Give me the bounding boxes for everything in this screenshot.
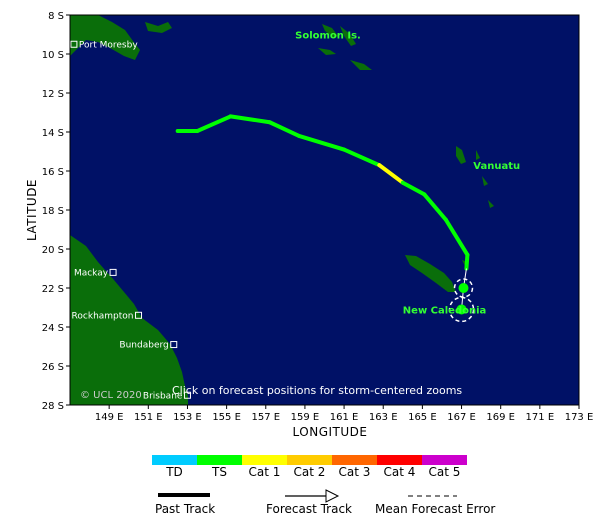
map-note: Click on forecast positions for storm-ce… bbox=[172, 384, 462, 397]
past-track-segment bbox=[443, 217, 470, 257]
x-tick-label: 155 E bbox=[212, 412, 241, 423]
legend-category-label: Cat 2 bbox=[293, 465, 326, 479]
past-track-label: Past Track bbox=[155, 502, 216, 516]
legend-swatch bbox=[422, 455, 467, 465]
city-label: Mackay bbox=[74, 268, 109, 278]
legend-category-label: TS bbox=[212, 465, 227, 479]
axis-ticks: 149 E 151 E 153 E 155 E 157 E 159 E 161 E 163 E… bbox=[42, 11, 594, 423]
land-solomon-1 bbox=[322, 24, 338, 38]
x-tick-label: 151 E bbox=[134, 412, 163, 423]
legend-swatch bbox=[332, 455, 377, 465]
legend-swatch bbox=[242, 455, 287, 465]
x-tick-label: 171 E bbox=[526, 412, 555, 423]
y-tick-label: 26 S bbox=[42, 362, 64, 373]
past-track-segment bbox=[400, 180, 427, 197]
x-tick-label: 163 E bbox=[369, 412, 398, 423]
land-australia bbox=[70, 235, 188, 405]
land-new-britain bbox=[145, 22, 172, 33]
legend-category-label: Cat 3 bbox=[338, 465, 371, 479]
forecast-track-label: Forecast Track bbox=[266, 502, 352, 516]
legend-category-label: Cat 5 bbox=[428, 465, 461, 479]
city-label: Brisbane bbox=[143, 391, 183, 401]
y-tick-label: 8 S bbox=[48, 11, 64, 22]
forecast-arrow-icon bbox=[325, 489, 340, 503]
city-marker-icon bbox=[109, 268, 117, 276]
land-vanuatu-4 bbox=[488, 200, 494, 208]
copyright: © UCL 2020 bbox=[80, 390, 142, 401]
y-tick-label: 22 S bbox=[42, 284, 64, 295]
labels-layer: Port Moresby Mackay Rockhampton Bundaberg Br… bbox=[70, 31, 520, 401]
city-label: Bundaberg bbox=[119, 341, 168, 351]
x-tick-label: 173 E bbox=[565, 412, 594, 423]
city-marker-icon bbox=[170, 341, 178, 349]
y-tick-label: 16 S bbox=[42, 167, 64, 178]
x-tick-label: 149 E bbox=[95, 412, 124, 423]
y-tick-label: 10 S bbox=[42, 50, 64, 61]
past-track-segment bbox=[297, 133, 347, 152]
past-track-segment bbox=[422, 192, 448, 222]
land-new-guinea bbox=[70, 15, 140, 60]
y-tick-label: 14 S bbox=[42, 128, 64, 139]
past-track-segment bbox=[195, 114, 233, 134]
city-marker-icon bbox=[70, 40, 78, 48]
legend-swatch bbox=[197, 455, 242, 465]
region-label: Vanuatu bbox=[473, 161, 520, 172]
city-label: Rockhampton bbox=[72, 311, 134, 321]
past-track-segment bbox=[377, 163, 405, 185]
x-tick-label: 153 E bbox=[173, 412, 202, 423]
legend-swatch bbox=[377, 455, 422, 465]
track-layer bbox=[175, 114, 475, 323]
intensity-legend-labels: TD TS Cat 1 Cat 2 Cat 3 Cat 4 Cat 5 bbox=[152, 465, 467, 479]
region-label: New Caledonia bbox=[403, 305, 487, 316]
x-tick-label: 159 E bbox=[291, 412, 320, 423]
legend-category-label: Cat 1 bbox=[248, 465, 281, 479]
legend-swatch bbox=[152, 455, 197, 465]
land-solomon-2 bbox=[340, 26, 356, 46]
y-tick-label: 20 S bbox=[42, 245, 64, 256]
land-solomon-4 bbox=[350, 60, 372, 70]
y-axis-title: LATITUDE bbox=[25, 179, 39, 241]
past-track-segment bbox=[464, 252, 470, 271]
city-marker-icon bbox=[135, 311, 143, 319]
x-tick-label: 169 E bbox=[486, 412, 515, 423]
x-tick-label: 157 E bbox=[251, 412, 280, 423]
x-tick-label: 161 E bbox=[330, 412, 359, 423]
land-vanuatu-1 bbox=[456, 146, 466, 164]
land-vanuatu-3 bbox=[482, 176, 488, 186]
region-label: Solomon Is. bbox=[295, 31, 361, 42]
forecast-error-circle bbox=[448, 296, 475, 323]
land-solomon-3 bbox=[318, 48, 336, 55]
x-axis-title: LONGITUDE bbox=[293, 425, 368, 439]
x-tick-label: 165 E bbox=[408, 412, 437, 423]
y-tick-label: 24 S bbox=[42, 323, 64, 334]
y-tick-label: 18 S bbox=[42, 206, 64, 217]
mean-error-label: Mean Forecast Error bbox=[375, 502, 496, 516]
land-vanuatu-2 bbox=[476, 150, 480, 160]
past-track-segment bbox=[267, 120, 302, 138]
legend-category-label: TD bbox=[166, 465, 183, 479]
forecast-position-marker[interactable] bbox=[456, 304, 467, 315]
intensity-legend bbox=[152, 455, 467, 465]
past-track-segment bbox=[228, 114, 272, 125]
past-track-segment bbox=[342, 147, 382, 168]
forecast-position-marker[interactable] bbox=[458, 283, 469, 293]
city-marker-icon bbox=[183, 391, 191, 399]
y-tick-label: 28 S bbox=[42, 401, 64, 412]
land-new-caledonia bbox=[405, 255, 456, 292]
land-layer bbox=[70, 15, 494, 405]
y-tick-label: 12 S bbox=[42, 89, 64, 100]
legend-category-label: Cat 4 bbox=[383, 465, 416, 479]
x-tick-label: 167 E bbox=[447, 412, 476, 423]
city-label: Port Moresby bbox=[79, 40, 138, 50]
legend-swatch bbox=[287, 455, 332, 465]
